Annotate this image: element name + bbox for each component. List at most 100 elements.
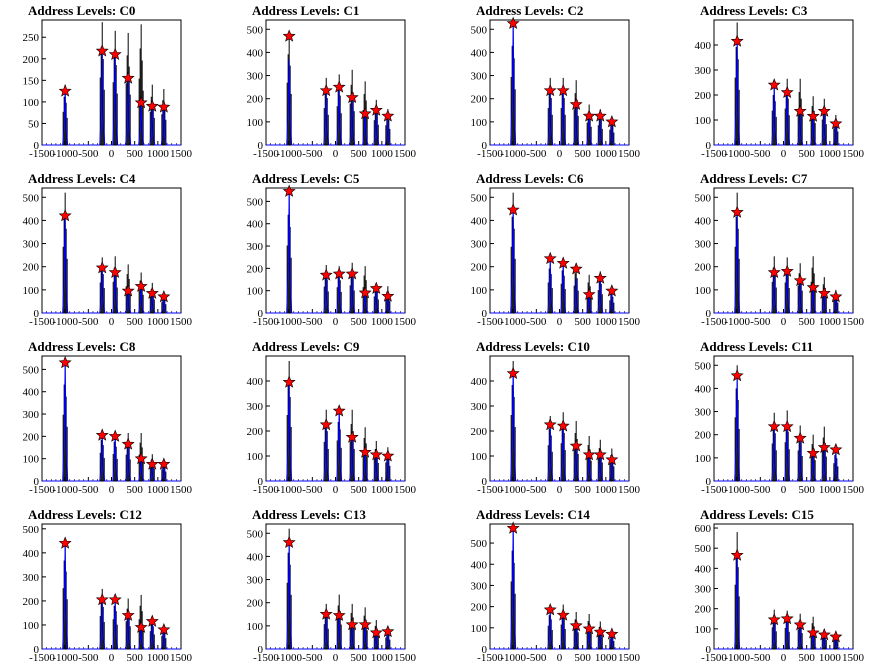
x-tick-label: 0: [109, 316, 115, 328]
chart-title: Address Levels: C9: [252, 339, 360, 354]
y-tick-label: 500: [247, 24, 264, 36]
peak-marker: [121, 437, 135, 450]
x-tick-label: 1000: [147, 652, 170, 664]
y-tick-label: 300: [471, 71, 488, 83]
peak-marker: [282, 29, 296, 42]
x-tick-label: -500: [302, 148, 323, 160]
peak-marker: [121, 284, 135, 297]
chart-panel-15: Address Levels: C15 0 100 200 300 400 500 600 -1…: [672, 504, 896, 672]
peak-marker: [829, 442, 843, 456]
peak-marker: [145, 99, 159, 112]
x-tick-label: -1500: [477, 652, 503, 664]
peak-marker: [358, 445, 372, 458]
y-tick-label: 300: [471, 580, 488, 592]
x-tick-label: 1500: [394, 316, 417, 328]
fit-line: [490, 211, 629, 314]
x-tick-label: -500: [750, 652, 771, 664]
peak-marker: [157, 289, 171, 303]
x-tick-label: -1500: [253, 652, 279, 664]
peak-marker: [345, 430, 359, 443]
x-tick-label: -1500: [253, 316, 279, 328]
x-tick-label: -500: [302, 652, 323, 664]
chart-title: Address Levels: C1: [252, 3, 360, 18]
peak-marker: [793, 273, 807, 287]
x-tick-label: 1000: [595, 484, 618, 496]
peak-marker: [369, 447, 383, 461]
x-tick-label: -1000: [500, 148, 526, 160]
y-tick-label: 0: [706, 308, 712, 320]
chart-panel-13: Address Levels: C13 0 100 200 300 400 500 -1500…: [224, 504, 448, 672]
x-tick-label: 500: [574, 652, 591, 664]
peak-marker: [780, 419, 794, 433]
y-tick-label: 500: [695, 192, 712, 204]
histogram-plot: 0 100 200 300 400 500 -1500-1000 -500 0 500 1000 15…: [471, 16, 641, 160]
peak-marker: [58, 208, 72, 222]
peak-marker: [145, 457, 159, 470]
x-tick-label: -1500: [29, 316, 55, 328]
x-tick-label: -1000: [276, 316, 302, 328]
x-tick-label: -1000: [500, 484, 526, 496]
x-tick-label: 500: [350, 148, 367, 160]
peak-marker: [345, 267, 359, 280]
peak-marker: [582, 447, 596, 461]
chart-title: Address Levels: C5: [252, 171, 360, 186]
x-tick-label: 1000: [595, 316, 618, 328]
peak-marker: [358, 617, 372, 631]
peak-marker: [332, 267, 346, 280]
x-tick-label: -500: [526, 316, 547, 328]
x-tick-label: 500: [798, 484, 815, 496]
x-tick-label: 500: [798, 652, 815, 664]
x-tick-label: 1500: [170, 652, 193, 664]
peak-marker: [593, 109, 607, 122]
peak-marker: [506, 521, 520, 534]
peak-marker: [556, 83, 570, 97]
y-tick-label: 400: [247, 47, 264, 59]
y-tick-label: 100: [471, 285, 488, 297]
y-tick-label: 0: [706, 140, 712, 152]
y-tick-label: 50: [28, 118, 40, 130]
y-tick-label: 400: [695, 215, 712, 227]
x-tick-label: 500: [574, 316, 591, 328]
histogram-plot: 0 100 200 300 400 500 -1500-1000 -500 0 500 1000 15…: [471, 187, 641, 328]
chart-title: Address Levels: C12: [28, 507, 142, 522]
y-tick-label: 400: [247, 376, 264, 388]
y-tick-label: 400: [23, 215, 40, 227]
peak-marker: [817, 440, 831, 453]
x-tick-label: -1000: [52, 148, 78, 160]
y-tick-label: 300: [247, 401, 264, 413]
x-tick-label: -1000: [276, 652, 302, 664]
peak-marker: [793, 104, 807, 117]
x-tick-label: 1500: [394, 484, 417, 496]
chart-title: Address Levels: C15: [700, 507, 814, 522]
y-tick-label: 200: [23, 596, 40, 608]
peak-marker: [108, 47, 122, 61]
peak-marker: [157, 457, 171, 470]
x-tick-label: 0: [109, 484, 115, 496]
peak-marker: [730, 368, 744, 382]
peak-marker: [121, 71, 135, 84]
y-tick-label: 500: [471, 192, 488, 204]
peak-marker: [829, 630, 843, 643]
y-tick-label: 500: [23, 524, 40, 536]
y-tick-label: 300: [471, 401, 488, 413]
x-tick-label: 500: [126, 316, 143, 328]
y-tick-label: 300: [247, 241, 264, 253]
y-tick-label: 0: [706, 644, 712, 656]
y-tick-label: 0: [34, 308, 40, 320]
y-tick-label: 0: [258, 644, 264, 656]
chart-panel-12: Address Levels: C12 0 100 200 300 400 500 -1500…: [0, 504, 224, 672]
y-tick-label: 300: [695, 65, 712, 77]
peak-marker: [134, 95, 148, 109]
peak-marker: [556, 608, 570, 621]
x-tick-label: -1500: [477, 148, 503, 160]
x-tick-label: 1500: [170, 148, 193, 160]
peak-marker: [793, 431, 807, 444]
x-tick-label: 1000: [819, 484, 842, 496]
peak-marker: [543, 417, 557, 431]
peak-marker: [556, 256, 570, 269]
y-tick-label: 100: [695, 115, 712, 127]
x-tick-label: -500: [302, 484, 323, 496]
peak-marker: [593, 447, 607, 461]
x-tick-label: 1500: [170, 316, 193, 328]
y-tick-label: 200: [471, 262, 488, 274]
